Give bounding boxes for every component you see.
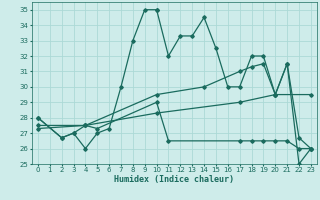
X-axis label: Humidex (Indice chaleur): Humidex (Indice chaleur): [115, 175, 234, 184]
